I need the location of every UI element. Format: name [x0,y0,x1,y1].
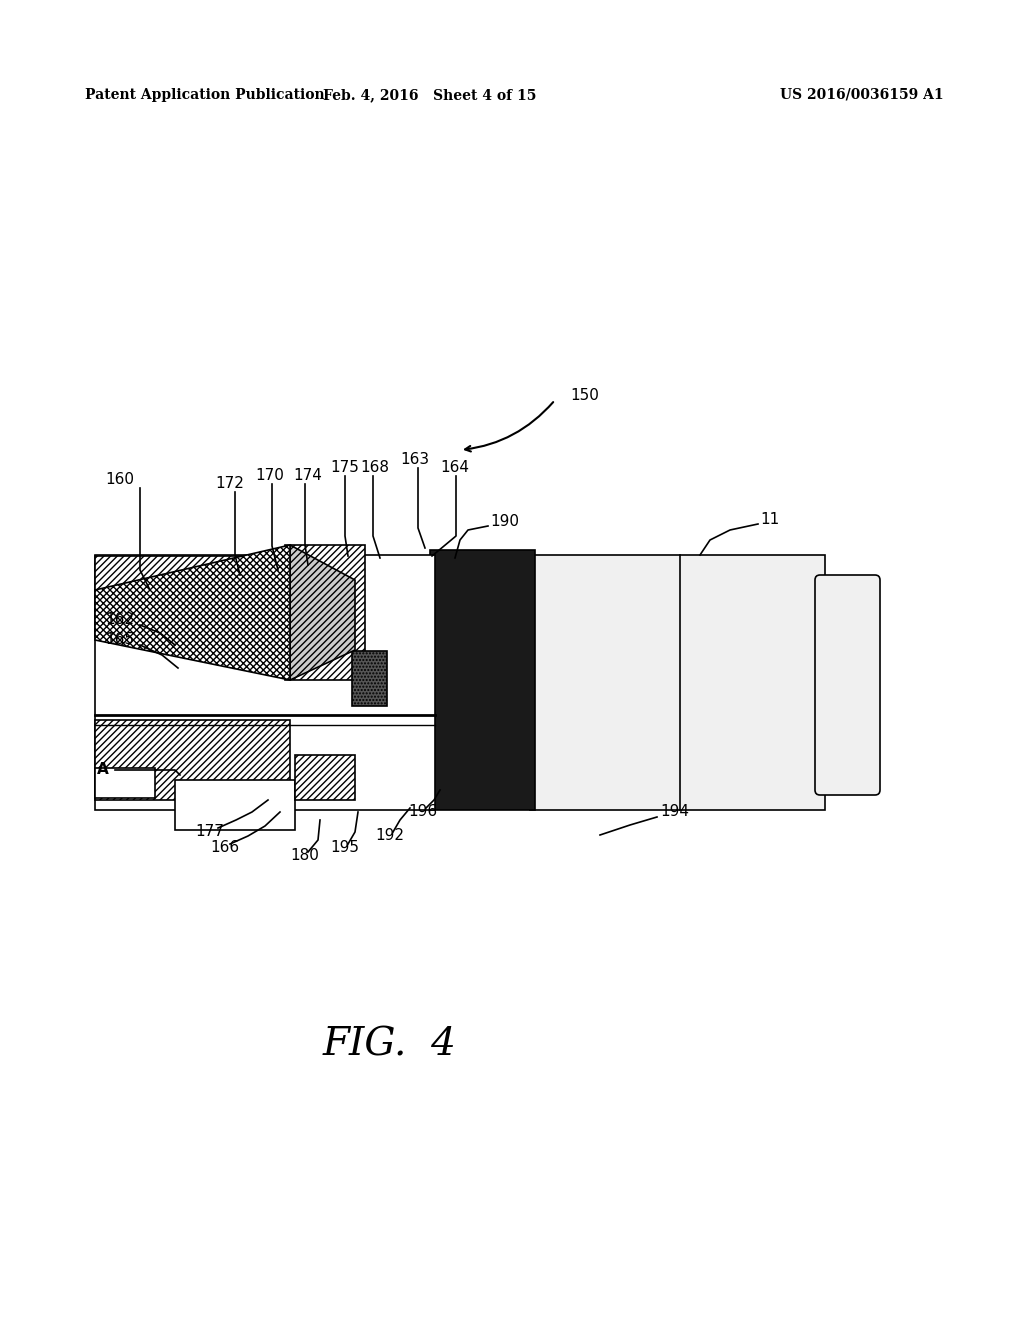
Text: 162: 162 [105,612,134,627]
Text: 168: 168 [360,461,389,475]
Bar [175,780,295,830]
Text: 166: 166 [210,841,240,855]
Text: 164: 164 [440,461,469,475]
Bar [285,545,365,680]
Bar [95,768,155,799]
Text: 165: 165 [105,632,134,648]
Text: Feb. 4, 2016   Sheet 4 of 15: Feb. 4, 2016 Sheet 4 of 15 [324,88,537,102]
Text: 172: 172 [215,477,244,491]
Text: 194: 194 [660,804,689,820]
Text: 195: 195 [330,841,359,855]
Text: 11: 11 [760,512,779,528]
Text: 150: 150 [570,388,599,403]
Text: FIG.  4: FIG. 4 [323,1027,457,1064]
Bar [95,556,290,636]
Text: 160: 160 [105,473,134,487]
Bar [295,755,355,800]
Polygon shape [95,545,290,680]
Text: US 2016/0036159 A1: US 2016/0036159 A1 [780,88,944,102]
Text: 190: 190 [490,515,519,529]
Text: 174: 174 [293,469,322,483]
Bar [95,719,290,800]
Text: 192: 192 [375,829,404,843]
Text: 163: 163 [400,453,429,467]
FancyBboxPatch shape [815,576,880,795]
Bar [95,554,435,810]
Bar [430,550,535,810]
Text: 175: 175 [330,461,358,475]
Text: 196: 196 [408,804,437,820]
Text: 177: 177 [195,825,224,840]
Bar [530,554,825,810]
Text: 180: 180 [290,849,318,863]
Bar [352,651,387,706]
Text: 170: 170 [255,469,284,483]
Text: Patent Application Publication: Patent Application Publication [85,88,325,102]
Text: A: A [97,763,109,777]
Polygon shape [290,545,355,680]
